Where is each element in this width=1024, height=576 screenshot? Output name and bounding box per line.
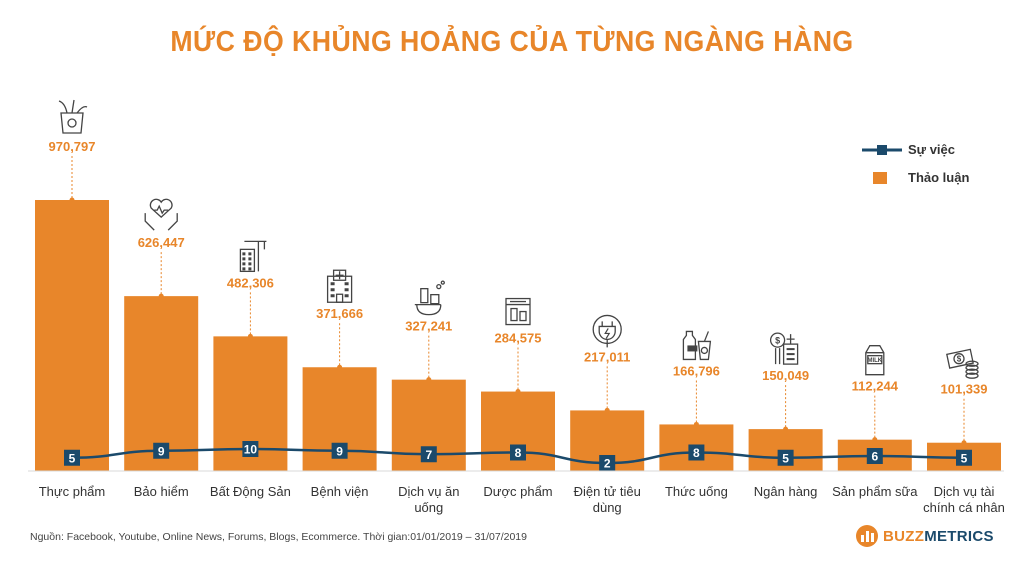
connector-dot-6 [515,389,521,395]
event-value-label-1: 5 [69,451,76,465]
category-label-2: Bảo hiểm [134,484,189,499]
value-label-2: 626,447 [138,235,185,250]
svg-text:$: $ [775,336,780,346]
insurance-hands-heart-icon [144,198,178,231]
food-service-icon [414,280,445,316]
connector-dot-3 [247,333,253,339]
event-marker-3 [242,441,259,457]
value-label-4: 371,666 [316,306,363,321]
legend-bar-swatch [873,172,887,184]
value-label-3: 482,306 [227,275,274,290]
event-marker-6 [510,444,526,461]
connector-dot-10 [872,437,878,443]
event-value-label-9: 5 [782,451,789,465]
value-label-1: 970,797 [49,139,96,154]
event-value-label-4: 9 [336,444,343,458]
connector-dot-2 [158,293,164,299]
event-marker-1 [64,449,80,466]
category-label-11: Dịch vụ tài [934,484,995,499]
category-label-7: Điện tử tiêu [574,484,641,499]
electric-plug-icon [592,314,622,348]
chart-title: MỨC ĐỘ KHỦNG HOẢNG CỦA TỪNG NGÀNG HÀNG [170,26,854,58]
category-labels-layer: Thực phẩm Bảo hiểm Bất Động Sản Bệnh viện Dị… [39,484,1005,515]
category-label-5: uống [414,500,443,515]
event-value-label-10: 6 [871,450,878,464]
logo-text-part2: METRICS [924,527,994,545]
legend-line-label: Sự việc [908,142,955,157]
construction-building-icon [239,240,267,273]
event-value-label-3: 10 [244,443,258,457]
connector-dot-11 [961,440,967,446]
value-label-7: 217,011 [584,349,630,364]
connector-dot-8 [693,421,699,427]
connector-layer [69,156,967,446]
svg-text:MILK: MILK [867,358,882,364]
category-label-6: Dược phẩm [483,484,552,499]
category-label-5: Dịch vụ ăn [398,484,459,499]
value-label-10: 112,244 [852,379,899,394]
category-label-3: Bất Động Sản [210,484,291,499]
icon-layer: $ MILK $ [58,99,979,379]
value-label-6: 284,575 [495,331,542,346]
category-label-11: chính cá nhân [923,500,1005,515]
event-marker-7 [599,455,616,471]
connector-dot-5 [426,377,432,383]
event-value-label-2: 9 [158,444,165,458]
event-line-layer: 5 9 10 9 7 8 2 8 5 6 5 [64,441,972,471]
logo-mark-icon [856,525,878,547]
value-labels-layer: 970,797 626,447 482,306 371,666 327,241 284,5… [49,139,988,397]
hospital-icon [326,269,353,303]
category-label-4: Bệnh viện [311,484,369,499]
connector-dot-1 [69,197,75,203]
grocery-bag-icon [58,99,88,134]
value-label-11: 101,339 [941,382,988,397]
value-label-8: 166,796 [673,363,720,378]
value-label-9: 150,049 [762,368,809,383]
connector-dot-7 [604,407,610,413]
event-value-label-8: 8 [693,446,700,460]
event-marker-4 [331,442,348,459]
category-label-1: Thực phẩm [39,484,106,499]
value-label-5: 327,241 [405,319,452,334]
source-note: Nguồn: Facebook, Youtube, Online News, F… [30,531,527,543]
event-marker-11 [956,449,972,466]
connector-dot-4 [337,364,343,370]
connector-dot-9 [783,426,789,432]
category-label-8: Thức uống [665,484,728,499]
svg-text:$: $ [957,355,962,364]
legend-bar-label: Thảo luận [908,170,970,185]
event-value-label-11: 5 [961,451,968,465]
category-label-7: dùng [593,500,622,515]
event-marker-9 [777,449,794,466]
legend-line-marker [877,145,887,155]
event-value-label-5: 7 [425,448,432,462]
event-value-label-6: 8 [515,446,522,460]
pharmacy-icon [505,297,531,326]
bank-city-icon: $ [769,332,799,365]
milk-carton-icon: MILK [865,345,885,376]
bar-2 [124,296,199,471]
drinks-icon [682,330,712,361]
event-value-label-7: 2 [604,457,611,471]
event-marker-5 [420,446,437,463]
logo-text-part1: BUZZ [883,527,925,545]
category-label-9: Ngân hàng [754,484,818,499]
category-label-10: Sản phẩm sữa [832,484,918,499]
event-marker-10 [866,448,883,464]
event-marker-2 [153,442,170,459]
event-marker-8 [688,444,705,461]
money-coins-icon: $ [946,348,979,379]
bar-1 [35,200,109,471]
buzzmetrics-logo: BUZZMETRICS [856,525,994,547]
